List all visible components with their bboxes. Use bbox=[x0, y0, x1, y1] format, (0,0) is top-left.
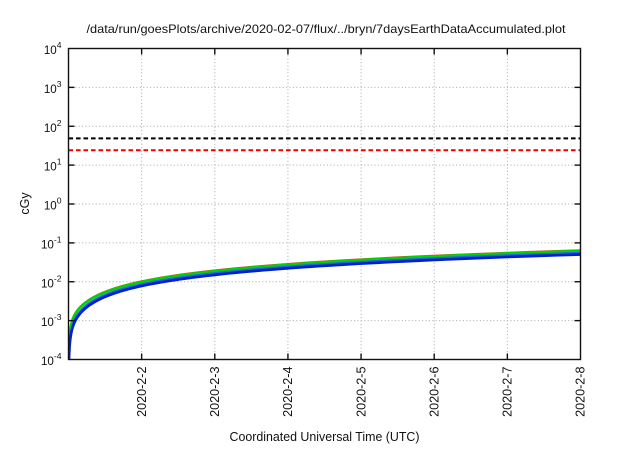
svg-text:Coordinated Universal Time (UT: Coordinated Universal Time (UTC) bbox=[230, 429, 420, 444]
svg-text:2020-2-3: 2020-2-3 bbox=[208, 367, 222, 417]
svg-text:2020-2-4: 2020-2-4 bbox=[281, 367, 295, 417]
svg-text:2020-2-6: 2020-2-6 bbox=[427, 367, 441, 417]
svg-text:/data/run/goesPlots/archive/20: /data/run/goesPlots/archive/2020-02-07/f… bbox=[87, 23, 567, 36]
svg-text:2020-2-7: 2020-2-7 bbox=[501, 367, 515, 417]
svg-text:2020-2-2: 2020-2-2 bbox=[135, 367, 149, 417]
svg-text:2020-2-5: 2020-2-5 bbox=[354, 367, 368, 417]
svg-text:cGy: cGy bbox=[18, 192, 32, 215]
svg-text:2020-2-8: 2020-2-8 bbox=[574, 367, 588, 417]
